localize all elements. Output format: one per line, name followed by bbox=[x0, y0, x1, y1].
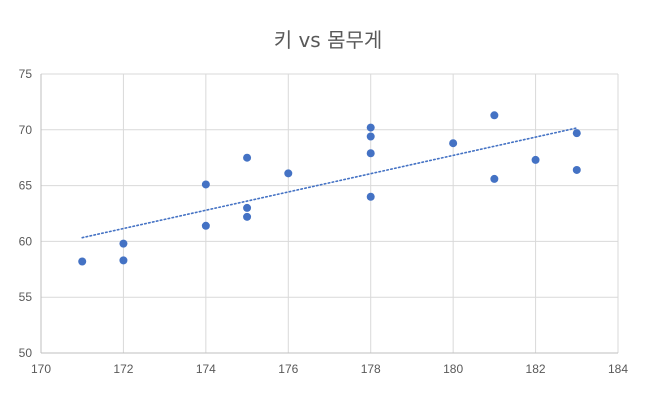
x-tick-label: 184 bbox=[608, 362, 628, 376]
data-point bbox=[490, 174, 499, 183]
x-tick-label: 172 bbox=[113, 362, 133, 376]
data-point bbox=[201, 221, 210, 230]
chart-title: 키 vs 몸무게 bbox=[273, 28, 383, 52]
x-tick-label: 182 bbox=[526, 362, 546, 376]
x-tick-label: 176 bbox=[278, 362, 298, 376]
data-point bbox=[119, 256, 128, 265]
data-point bbox=[78, 257, 87, 266]
axes bbox=[40, 74, 618, 354]
y-tick-label: 70 bbox=[19, 123, 33, 137]
y-tick-label: 55 bbox=[19, 290, 33, 304]
x-tick-label: 170 bbox=[31, 362, 51, 376]
data-point bbox=[366, 123, 375, 132]
trendline-layer bbox=[81, 127, 578, 239]
y-tick-label: 50 bbox=[19, 346, 33, 360]
data-point bbox=[201, 180, 210, 189]
data-point bbox=[572, 129, 581, 138]
x-tick-label: 178 bbox=[361, 362, 381, 376]
data-point bbox=[531, 155, 540, 164]
data-point bbox=[119, 239, 128, 248]
data-point bbox=[243, 153, 252, 162]
data-point bbox=[366, 192, 375, 201]
x-tick-label: 174 bbox=[196, 362, 216, 376]
data-point bbox=[366, 132, 375, 141]
trendline bbox=[81, 127, 578, 239]
tick-labels: 170 172 174 176 178 180 182 184 50 55 60 65 70 75 bbox=[19, 67, 629, 376]
data-point bbox=[284, 169, 293, 178]
data-point bbox=[366, 149, 375, 158]
x-tick-label: 180 bbox=[443, 362, 463, 376]
data-point bbox=[243, 212, 252, 221]
y-tick-label: 65 bbox=[19, 179, 33, 193]
data-point bbox=[243, 203, 252, 212]
data-point bbox=[490, 111, 499, 120]
y-tick-label: 75 bbox=[19, 67, 33, 81]
data-point bbox=[572, 165, 581, 174]
grid bbox=[41, 73, 619, 353]
y-tick-label: 60 bbox=[19, 234, 33, 248]
data-point bbox=[449, 139, 458, 148]
points bbox=[78, 111, 581, 266]
